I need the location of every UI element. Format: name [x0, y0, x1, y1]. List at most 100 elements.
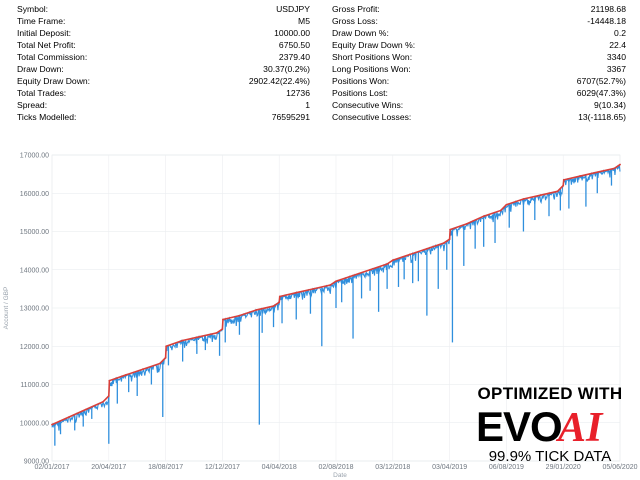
balance-point	[579, 175, 582, 177]
logo-line-tick-data: 99.9% TICK DATA	[488, 448, 612, 465]
balance-point	[465, 222, 468, 225]
balance-point	[255, 309, 258, 311]
x-tick-label: 02/01/2017	[34, 464, 69, 471]
stat-value: USDJPY	[276, 3, 310, 14]
stat-label: Spread:	[17, 99, 48, 110]
x-tick-label: 18/08/2017	[148, 464, 183, 471]
stat-row: Time Frame: M5	[17, 15, 310, 27]
y-axis: 17000.00 16000.00 15000.00 14000.00 13000.00…	[20, 153, 49, 466]
balance-point	[613, 167, 616, 170]
stat-label: Gross Profit:	[332, 3, 380, 14]
stat-label: Equity Draw Down %:	[332, 39, 416, 50]
balance-point	[505, 203, 508, 206]
balance-point	[238, 314, 241, 317]
y-tick-label: 10000.00	[20, 420, 49, 427]
stat-row: Spread: 1	[17, 99, 310, 111]
y-tick-label: 15000.00	[20, 229, 49, 236]
balance-point	[425, 247, 428, 250]
y-tick-label: 9000.00	[24, 459, 49, 466]
balance-point	[102, 400, 105, 403]
stat-value: 9(10.34)	[593, 99, 626, 110]
stat-label: Ticks Modelled:	[17, 111, 77, 122]
balance-point	[164, 356, 167, 359]
balance-point	[562, 184, 565, 187]
stat-row: Draw Down: 30.37(0.2%)	[17, 63, 310, 75]
balance-point	[329, 284, 332, 286]
stat-label: Equity Draw Down:	[17, 75, 91, 86]
balance-point	[165, 345, 168, 348]
stat-row: Positions Lost: 6029(47.3%)	[332, 87, 626, 99]
balance-point	[222, 318, 224, 321]
stat-value: 2902.42(22.4%)	[248, 75, 310, 86]
balance-point	[107, 395, 110, 397]
equity-series	[51, 164, 621, 446]
balance-point	[312, 287, 315, 290]
x-tick-label: 02/08/2018	[318, 464, 353, 471]
stat-value: 76595291	[271, 111, 310, 122]
x-axis: 02/01/2017 20/04/2017 18/08/2017 12/12/2017…	[34, 464, 637, 471]
balance-point	[68, 416, 70, 418]
stat-row: Draw Down %: 0.2	[332, 27, 626, 39]
stat-label: Symbol:	[17, 3, 49, 14]
balance-point	[272, 305, 275, 307]
balance-point	[295, 291, 298, 294]
balance-point	[159, 362, 161, 365]
x-tick-label: 29/01/2020	[546, 464, 581, 471]
stat-value: 21198.68	[590, 3, 626, 14]
x-axis-label: Date	[333, 472, 347, 479]
balance-point	[215, 331, 218, 334]
stat-value: 6029(47.3%)	[576, 87, 626, 98]
balance-point	[352, 274, 354, 277]
balance-point	[124, 374, 127, 376]
brand-evo: EVO	[476, 403, 562, 446]
balance-point	[386, 263, 389, 265]
stat-label: Total Net Profit:	[17, 39, 76, 50]
y-tick-label: 12000.00	[20, 344, 49, 351]
stat-label: Short Positions Won:	[332, 51, 413, 62]
stat-value: 6707(52.7%)	[576, 75, 626, 86]
stat-label: Total Trades:	[17, 87, 67, 98]
stat-row: Total Trades: 12736	[17, 87, 310, 99]
balance-point	[51, 423, 53, 426]
balance-point	[85, 408, 87, 411]
y-tick-label: 11000.00	[20, 382, 49, 389]
equity-chart: 17000.00 16000.00 15000.00 14000.00 13000.00…	[3, 153, 638, 480]
stat-label: Consecutive Losses:	[332, 111, 412, 122]
x-tick-label: 06/08/2019	[489, 464, 524, 471]
balance-point	[482, 215, 485, 218]
stat-row: Total Commission: 2379.40	[17, 51, 310, 63]
x-tick-label: 12/12/2017	[205, 464, 240, 471]
stat-label: Long Positions Won:	[332, 63, 411, 74]
balance-point	[198, 335, 201, 338]
x-tick-label: 20/04/2017	[91, 464, 126, 471]
balance-point	[278, 301, 281, 304]
stat-label: Initial Deposit:	[17, 27, 71, 38]
stat-row: Short Positions Won: 3340	[332, 51, 626, 63]
stat-row: Equity Draw Down %: 22.4	[332, 39, 626, 51]
y-tick-label: 13000.00	[20, 306, 49, 313]
evoai-brand-mark: EVO AI	[476, 403, 604, 446]
stat-value: 13(-1118.65)	[578, 111, 626, 122]
stat-label: Positions Lost:	[332, 87, 388, 98]
x-tick-label: 03/12/2018	[375, 464, 410, 471]
evoai-logo: OPTIMIZED WITH EVO AI 99.9% TICK DATA	[466, 378, 634, 474]
stat-row: Consecutive Wins: 9(10.34)	[332, 99, 626, 111]
balance-point	[562, 178, 565, 181]
x-tick-label: 03/04/2019	[432, 464, 467, 471]
balance-point	[449, 228, 452, 231]
balance-point	[539, 194, 542, 197]
y-tick-label: 16000.00	[20, 191, 49, 198]
stat-label: Draw Down %:	[332, 27, 389, 38]
stat-value: 0.2	[614, 27, 626, 38]
stat-value: 2379.40	[278, 51, 310, 62]
balance-point	[443, 242, 445, 244]
stat-label: Time Frame:	[17, 15, 66, 26]
balance-point	[181, 339, 184, 342]
stat-row: Symbol: USDJPY	[17, 3, 310, 15]
stat-value: 3367	[606, 63, 626, 74]
stat-row: Gross Profit: 21198.68	[332, 3, 626, 15]
stat-value: 1	[305, 99, 310, 110]
y-tick-label: 14000.00	[20, 267, 49, 274]
balance-point	[596, 171, 599, 174]
chart-grid	[51, 154, 621, 462]
